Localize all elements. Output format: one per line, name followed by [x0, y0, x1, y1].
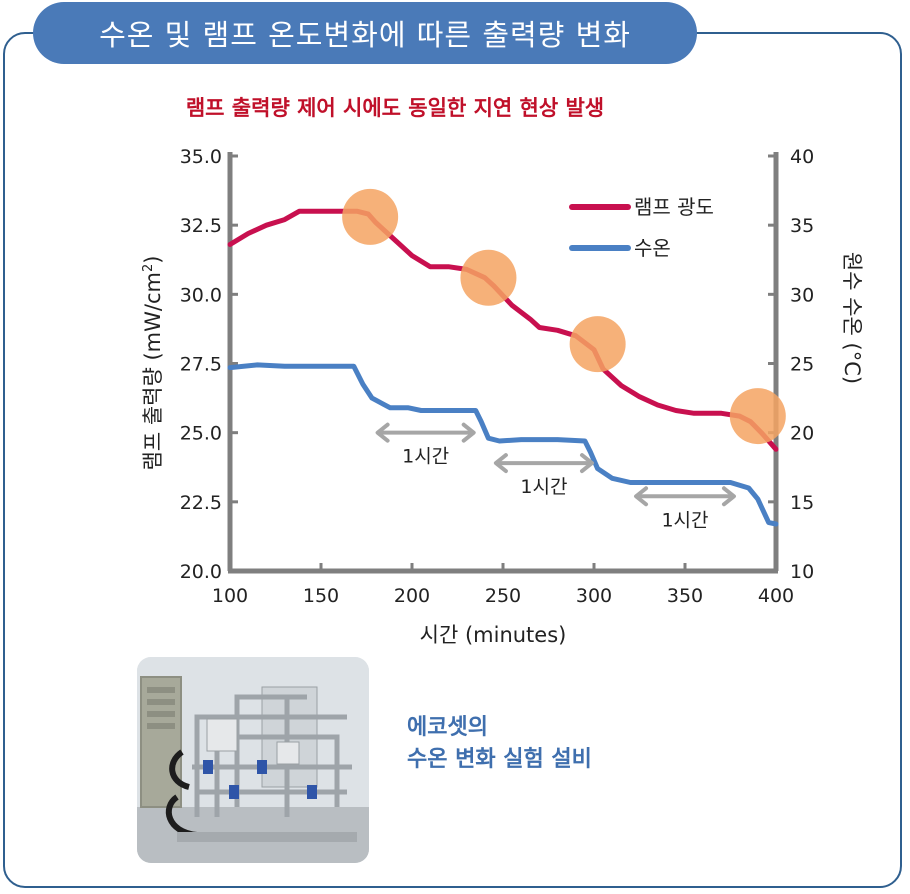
- highlight-marker: [460, 249, 517, 306]
- x-tick-label: 150: [303, 585, 339, 607]
- y-right-tick-label: 20: [790, 423, 814, 445]
- delay-arrow-head-right: [721, 486, 736, 507]
- delay-arrow-head-left: [634, 486, 649, 507]
- delay-arrow-head-left: [493, 453, 508, 474]
- y-left-tick-label: 27.5: [180, 354, 222, 376]
- equipment-caption: 에코셋의 수온 변화 실험 설비: [407, 712, 592, 776]
- chart-subtitle: 램프 출력량 제어 시에도 동일한 지연 현상 발생: [185, 96, 605, 120]
- delay-arrows: 1시간 1시간 1시간: [375, 422, 736, 531]
- delay-arrow-label: 1시간: [402, 446, 449, 468]
- title-banner: 수온 및 램프 온도변화에 따른 출력량 변화: [33, 2, 697, 64]
- y-right-tick-label: 35: [790, 215, 814, 237]
- x-tick-label: 200: [394, 585, 430, 607]
- delay-arrow-label: 1시간: [661, 509, 708, 531]
- y-left-tick-label: 30.0: [180, 284, 222, 306]
- x-tick-label: 100: [212, 585, 248, 607]
- x-tick-label: 400: [758, 585, 794, 607]
- y-left-tick-label: 32.5: [180, 215, 222, 237]
- equipment-photo: [137, 657, 369, 863]
- caption-line-1: 에코셋의: [407, 715, 488, 740]
- y-right-tick-label: 15: [790, 492, 814, 514]
- y-left-tick-label: 35.0: [180, 146, 222, 168]
- y-right-tick-label: 30: [790, 284, 814, 306]
- y-axis-left-label-sup: 2: [141, 264, 156, 272]
- chart-axes: 100 150 200 250 300 350 400 20.0 22.5 25.0 27.5 30.…: [180, 146, 815, 607]
- highlight-marker: [569, 316, 626, 373]
- legend-label-1: 램프 광도: [634, 195, 714, 219]
- y-axis-right-label: 원수 수온 (°C): [840, 252, 864, 384]
- delay-arrow-head-right: [580, 453, 594, 474]
- y-left-tick-label: 20.0: [180, 561, 222, 583]
- y-axis-left-label: 램프 출력량 (mW/cm2): [141, 256, 165, 471]
- x-tick-label: 350: [667, 585, 703, 607]
- line-chart: 100 150 200 250 300 350 400 20.0 22.5 25.0 27.5 30.…: [141, 146, 864, 647]
- chart-markers: [342, 188, 786, 445]
- series-line-1: [227, 208, 779, 452]
- x-tick-label: 300: [576, 585, 612, 607]
- x-axis-label: 시간 (minutes): [420, 623, 567, 647]
- equipment-illustration: [137, 657, 369, 863]
- highlight-marker: [729, 388, 786, 445]
- y-right-tick-label: 25: [790, 354, 814, 376]
- y-right-tick-label: 40: [790, 146, 814, 168]
- delay-arrow-head-left: [375, 422, 390, 443]
- y-right-tick-label: 10: [790, 561, 814, 583]
- x-tick-label: 250: [485, 585, 521, 607]
- y-axis-left-label-main: 램프 출력량 (mW/cm: [141, 272, 165, 470]
- highlight-marker: [342, 188, 399, 245]
- delay-arrow-head-right: [461, 422, 476, 443]
- delay-arrow-label: 1시간: [520, 476, 567, 498]
- page-title: 수온 및 램프 온도변화에 따른 출력량 변화: [99, 18, 631, 52]
- series-line-2: [227, 362, 779, 527]
- legend-label-2: 수온: [634, 236, 671, 260]
- y-axis-left-label-tail: ): [141, 256, 165, 264]
- y-left-tick-label: 22.5: [180, 492, 222, 514]
- y-left-tick-label: 25.0: [180, 423, 222, 445]
- caption-line-2: 수온 변화 실험 설비: [407, 747, 592, 772]
